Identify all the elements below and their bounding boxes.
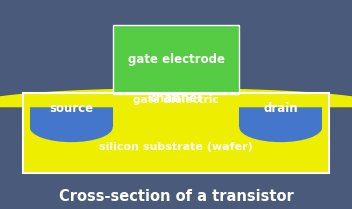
- Text: Cross-section of a transistor: Cross-section of a transistor: [59, 189, 293, 204]
- Text: silicon substrate (wafer): silicon substrate (wafer): [99, 142, 253, 152]
- Bar: [239, 93, 322, 127]
- Ellipse shape: [30, 113, 113, 142]
- Bar: [23, 93, 329, 173]
- Bar: [113, 25, 239, 94]
- Text: source: source: [49, 102, 93, 115]
- Bar: [23, 93, 329, 107]
- Text: drain: drain: [263, 102, 298, 115]
- Bar: [23, 107, 329, 173]
- Polygon shape: [0, 89, 352, 107]
- Bar: [79, 93, 273, 107]
- Bar: [30, 93, 113, 127]
- Text: gate electrode: gate electrode: [127, 53, 225, 66]
- Text: channel: channel: [150, 92, 202, 105]
- Ellipse shape: [239, 113, 322, 142]
- Text: gate dielectric: gate dielectric: [133, 95, 219, 105]
